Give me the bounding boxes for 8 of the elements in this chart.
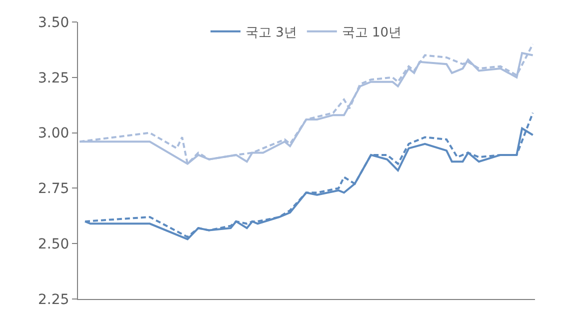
y-tick-label: 2.50: [38, 236, 70, 252]
y-tick-label: 3.50: [38, 14, 70, 31]
y-tick-label: 3.00: [38, 126, 70, 142]
legend-label: 국고 10년: [342, 25, 402, 40]
legend-label: 국고 3년: [246, 25, 297, 40]
y-tick-label: 2.75: [38, 181, 70, 198]
y-tick-label: 2.25: [38, 292, 70, 308]
y-tick-label: 3.25: [38, 70, 70, 86]
